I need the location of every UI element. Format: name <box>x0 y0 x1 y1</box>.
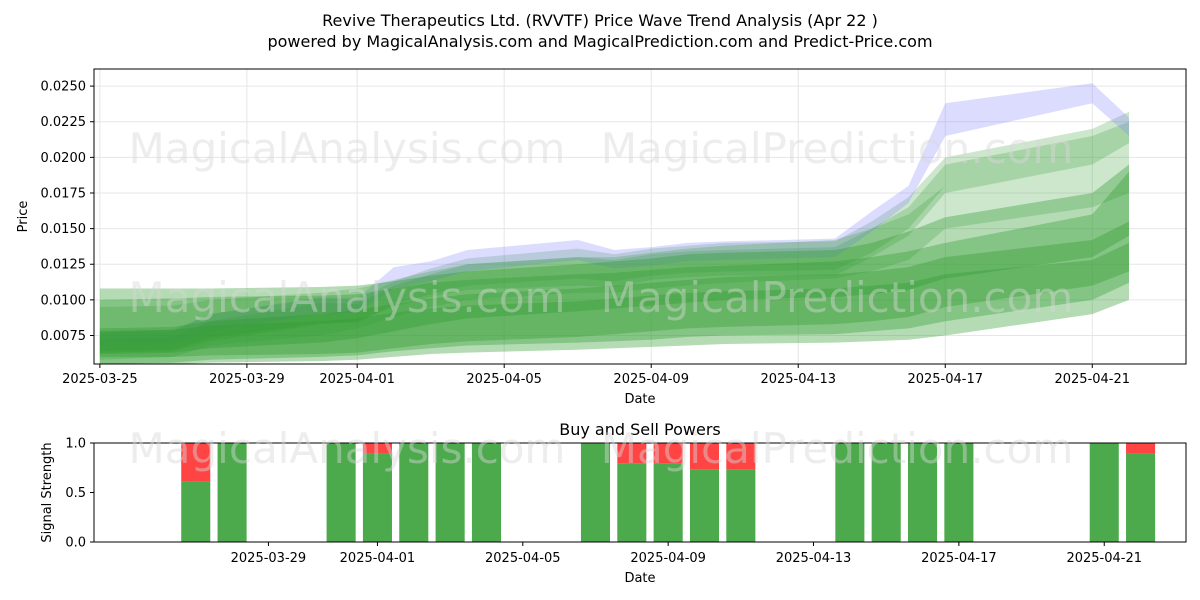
sell-power-bar <box>689 443 720 470</box>
price-wave-band <box>99 83 1129 346</box>
buy-power-bar <box>435 443 465 542</box>
price-plot-area <box>94 69 1186 364</box>
watermark-analysis-top-1: MagicalAnalysis.com <box>129 124 566 173</box>
buy-power-bar <box>399 443 429 542</box>
price-x-tick-label: 2025-03-29 <box>209 372 285 387</box>
signal-x-tick-label: 2025-04-17 <box>921 551 997 566</box>
buy-power-bar <box>580 443 611 542</box>
price-x-tick-label: 2025-04-13 <box>760 372 836 387</box>
buy-sell-plot: 2025-03-29 2025-04-01 2025-04-05 2025-04-09… <box>40 420 1187 586</box>
price-y-tick-label: 0.0150 <box>41 222 87 237</box>
sell-power-bar <box>1126 443 1156 454</box>
price-plot-frame <box>93 68 1187 365</box>
buy-power-bar <box>617 463 647 542</box>
price-wave-plot: 2025-03-25 2025-03-29 2025-04-01 2025-04-05… <box>16 68 1187 407</box>
price-wave-band <box>99 171 1129 364</box>
price-x-tick-label: 2025-04-05 <box>466 372 542 387</box>
sell-power-bar <box>181 443 211 482</box>
buy-power-bar <box>326 443 356 542</box>
buy-power-bar <box>1089 443 1119 542</box>
signal-x-tick-label: 2025-04-01 <box>340 551 416 566</box>
signal-x-tick-label: 2025-04-05 <box>485 551 561 566</box>
signal-x-axis-label: Date <box>624 571 655 586</box>
buy-power-bar <box>217 443 247 542</box>
watermark-analysis-top-2: MagicalAnalysis.com <box>129 273 566 322</box>
watermark-analysis-bottom: MagicalAnalysis.com <box>129 424 566 473</box>
watermark-prediction-bottom: MagicalPrediction.com <box>601 424 1074 473</box>
signal-y-tick-label: 0.5 <box>65 486 86 501</box>
price-x-tick-label: 2025-04-09 <box>613 372 689 387</box>
buy-power-bar <box>908 443 938 542</box>
price-x-tick-label: 2025-04-17 <box>907 372 983 387</box>
buy-power-bar <box>653 463 683 542</box>
price-x-tick-label: 2025-04-01 <box>319 372 395 387</box>
signal-x-tick-label: 2025-04-13 <box>776 551 852 566</box>
price-y-tick-label: 0.0250 <box>41 80 87 95</box>
price-wave-band <box>99 121 1129 353</box>
buy-power-bar <box>944 443 974 542</box>
signal-x-tick-label: 2025-04-09 <box>630 551 706 566</box>
sell-power-bar <box>726 443 756 470</box>
buy-power-bar <box>1126 453 1156 542</box>
price-wave-band <box>99 136 1129 360</box>
price-wave-bands <box>99 83 1129 364</box>
price-x-axis-label: Date <box>624 392 655 407</box>
price-x-tick-label: 2025-04-21 <box>1054 372 1130 387</box>
price-y-tick-label: 0.0075 <box>41 329 87 344</box>
price-y-tick-label: 0.0200 <box>41 151 87 166</box>
buy-power-bar <box>726 469 756 542</box>
price-wave-band <box>99 111 1129 352</box>
price-wave-band <box>99 221 1129 354</box>
price-y-axis-label: Price <box>16 201 31 233</box>
price-y-tick-label: 0.0175 <box>41 186 87 201</box>
signal-x-tick-label: 2025-03-29 <box>231 551 307 566</box>
watermark-prediction-top-1: MagicalPrediction.com <box>601 124 1074 173</box>
chart-title: Revive Therapeutics Ltd. (RVVTF) Price W… <box>322 11 878 30</box>
chart-subtitle: powered by MagicalAnalysis.com and Magic… <box>267 32 932 51</box>
buy-power-bar <box>871 443 901 542</box>
signal-chart-title: Buy and Sell Powers <box>559 420 721 439</box>
watermark-prediction-top-2: MagicalPrediction.com <box>601 273 1074 322</box>
price-wave-band <box>99 242 1129 357</box>
signal-y-axis-label: Signal Strength <box>40 442 55 542</box>
sell-power-bar <box>362 443 392 454</box>
price-y-tick-label: 0.0125 <box>41 258 87 273</box>
buy-power-bar <box>362 453 392 542</box>
buy-power-bar <box>471 443 502 542</box>
buy-power-bar <box>181 481 211 542</box>
signal-y-tick-label: 0.0 <box>65 536 86 551</box>
signal-x-tick-label: 2025-04-21 <box>1066 551 1142 566</box>
buy-power-bar <box>835 443 865 542</box>
sell-power-bar <box>617 443 647 464</box>
price-y-tick-label: 0.0100 <box>41 293 87 308</box>
signal-y-tick-label: 1.0 <box>65 437 86 452</box>
price-wave-band <box>99 164 1129 364</box>
sell-power-bar <box>653 443 683 464</box>
price-x-tick-label: 2025-03-25 <box>62 372 138 387</box>
buy-power-bar <box>689 469 720 542</box>
price-y-tick-label: 0.0225 <box>41 115 87 130</box>
